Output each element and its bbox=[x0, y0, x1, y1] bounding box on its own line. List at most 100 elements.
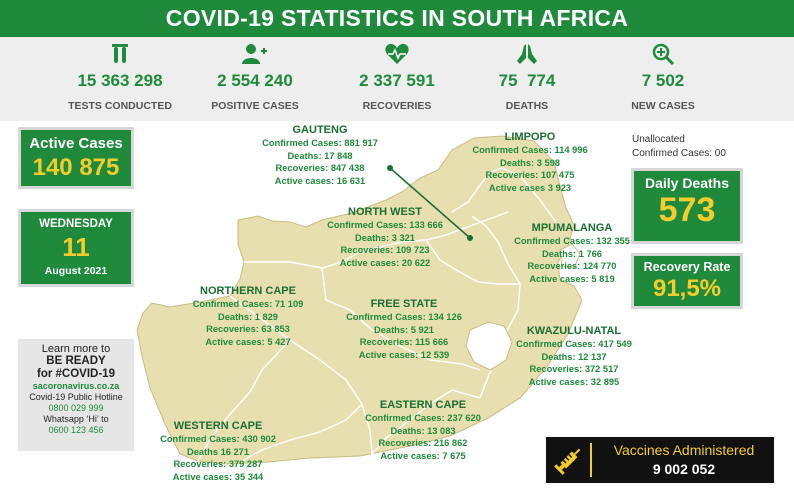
region-gauteng: GAUTENG Confirmed Cases: 881 917 Deaths:… bbox=[250, 124, 390, 187]
recovery-rate-value: 91,5% bbox=[652, 275, 722, 302]
region-limpopo: LIMPOPO Confirmed Cases: 114 996 Deaths:… bbox=[460, 131, 600, 194]
region-line: Confirmed Cases: 133 666 bbox=[327, 220, 443, 231]
region-line: Deaths: 5 921 bbox=[374, 324, 434, 335]
date-day: WEDNESDAY bbox=[39, 218, 113, 230]
date-box: WEDNESDAY 11 August 2021 bbox=[18, 209, 134, 287]
region-line: Active cases 3 923 bbox=[488, 182, 572, 193]
daily-deaths-value: 573 bbox=[658, 191, 716, 229]
region-line: Active cases: 16 631 bbox=[274, 175, 366, 186]
region-line: Active cases: 20 622 bbox=[339, 257, 431, 268]
hotline-label: Covid-19 Public Hotline bbox=[29, 392, 123, 402]
region-line: Deaths: 17 848 bbox=[287, 150, 353, 161]
region-line: Active cases: 5 427 bbox=[205, 336, 291, 347]
recovery-rate-box: Recovery Rate 91,5% bbox=[631, 253, 743, 309]
region-eastern-cape: EASTERN CAPE Confirmed Cases: 237 620 De… bbox=[353, 399, 493, 462]
stat-label: RECOVERIES bbox=[362, 100, 432, 112]
region-line: Deaths: 12 137 bbox=[541, 351, 607, 362]
region-north-west: NORTH WEST Confirmed Cases: 133 666 Deat… bbox=[315, 206, 455, 269]
region-northern-cape: NORTHERN CAPE Confirmed Cases: 71 109 De… bbox=[178, 285, 318, 348]
heart-pulse-icon bbox=[322, 39, 472, 69]
region-line: Recoveries: 115 666 bbox=[359, 337, 449, 348]
stat-label: NEW CASES bbox=[631, 100, 695, 112]
stat-value: 15 363 298 bbox=[77, 71, 163, 90]
region-line: Confirmed Cases: 430 902 bbox=[160, 434, 276, 445]
praying-hands-icon bbox=[452, 39, 602, 69]
date-month: August 2021 bbox=[44, 265, 108, 277]
region-kwazulu-natal: KWAZULU-NATAL Confirmed Cases: 417 549 D… bbox=[502, 325, 646, 388]
region-line: Recoveries: 847 438 bbox=[275, 163, 365, 174]
region-line: Deaths: 3 321 bbox=[355, 232, 415, 243]
region-name: MPUMALANGA bbox=[531, 222, 613, 234]
recovery-rate-label: Recovery Rate bbox=[643, 260, 731, 274]
region-line: Recoveries: 124 770 bbox=[527, 261, 617, 272]
divider bbox=[590, 443, 592, 477]
learn-line-3: for #COVID-19 bbox=[37, 368, 115, 380]
unallocated-line-2: Confirmed Cases: 00 bbox=[632, 148, 726, 159]
region-line: Confirmed Cases: 71 109 bbox=[192, 299, 304, 310]
lesotho-shape bbox=[465, 321, 513, 371]
region-line: Confirmed Cases: 114 996 bbox=[472, 145, 588, 156]
stat-value: 75 774 bbox=[498, 71, 556, 90]
syringe-icon bbox=[552, 443, 586, 477]
date-number: 11 bbox=[62, 232, 90, 262]
region-line: Recoveries: 216 862 bbox=[378, 438, 468, 449]
active-cases-box: Active Cases 140 875 bbox=[18, 127, 134, 189]
learn-line-2: BE READY bbox=[46, 355, 106, 367]
stats-bar: 15 363 298 TESTS CONDUCTED 2 554 240 POS… bbox=[0, 37, 794, 121]
unallocated-line-1: Unallocated bbox=[632, 134, 685, 145]
stat-deaths: 75 774 DEATHS bbox=[452, 37, 602, 112]
stat-label: TESTS CONDUCTED bbox=[68, 100, 172, 112]
region-name: WESTERN CAPE bbox=[173, 420, 263, 432]
region-line: Active cases: 7 675 bbox=[380, 450, 466, 461]
stat-value: 2 337 591 bbox=[359, 71, 435, 90]
region-line: Recoveries: 379 287 bbox=[173, 459, 263, 470]
gauteng-pointer-end bbox=[467, 235, 473, 241]
stat-label: DEATHS bbox=[505, 100, 549, 112]
vaccines-value: 9 002 052 bbox=[652, 461, 716, 477]
region-line: Active cases: 12 539 bbox=[358, 349, 450, 360]
stat-value: 7 502 bbox=[641, 71, 685, 90]
region-name: NORTHERN CAPE bbox=[200, 285, 296, 297]
region-line: Confirmed Cases: 417 549 bbox=[516, 339, 632, 350]
stat-label: POSITIVE CASES bbox=[211, 100, 299, 112]
region-name: EASTERN CAPE bbox=[379, 399, 467, 411]
gauteng-pointer-line bbox=[389, 167, 471, 239]
region-line: Recoveries: 107 475 bbox=[485, 170, 575, 181]
region-line: Active cases: 32 895 bbox=[528, 376, 620, 387]
region-line: Recoveries: 63 853 bbox=[206, 324, 290, 335]
region-line: Active cases: 5 819 bbox=[529, 273, 615, 284]
active-cases-value: 140 875 bbox=[32, 154, 120, 181]
region-name: GAUTENG bbox=[292, 124, 348, 136]
region-line: Recoveries: 109 723 bbox=[340, 245, 430, 256]
region-free-state: FREE STATE Confirmed Cases: 134 126 Deat… bbox=[334, 298, 474, 361]
daily-deaths-label: Daily Deaths bbox=[644, 175, 730, 191]
learn-more-box: Learn more to BE READY for #COVID-19 sac… bbox=[18, 339, 134, 451]
vaccines-label: Vaccines Administered bbox=[613, 442, 755, 458]
stat-recoveries: 2 337 591 RECOVERIES bbox=[322, 37, 472, 112]
active-cases-label: Active Cases bbox=[29, 135, 123, 152]
region-line: Confirmed Cases: 132 355 bbox=[514, 236, 630, 247]
unallocated-note: Unallocated Confirmed Cases: 00 bbox=[632, 133, 726, 161]
stat-value: 2 554 240 bbox=[217, 71, 293, 90]
gauteng-pointer-start bbox=[387, 165, 393, 171]
region-western-cape: WESTERN CAPE Confirmed Cases: 430 902 De… bbox=[148, 420, 288, 483]
daily-deaths-box: Daily Deaths 573 bbox=[631, 168, 743, 244]
magnifier-plus-icon bbox=[588, 39, 738, 69]
page-title: COVID-19 STATISTICS IN SOUTH AFRICA bbox=[0, 0, 794, 37]
test-tubes-icon bbox=[45, 39, 195, 69]
region-line: Confirmed Cases: 134 126 bbox=[346, 312, 462, 323]
website-link[interactable]: sacoronavirus.co.za bbox=[32, 381, 120, 391]
region-mpumalanga: MPUMALANGA Confirmed Cases: 132 355 Deat… bbox=[502, 222, 642, 285]
region-line: Deaths: 1 829 bbox=[218, 311, 278, 322]
hotline-number: 0800 029 999 bbox=[48, 403, 104, 413]
region-line: Deaths 16 271 bbox=[186, 446, 250, 457]
whatsapp-number: 0600 123 456 bbox=[48, 425, 104, 435]
stat-tests: 15 363 298 TESTS CONDUCTED bbox=[45, 37, 195, 112]
stat-new-cases: 7 502 NEW CASES bbox=[588, 37, 738, 112]
region-line: Active cases: 35 344 bbox=[172, 471, 264, 482]
learn-line-1: Learn more to bbox=[41, 343, 111, 355]
vaccines-box: Vaccines Administered 9 002 052 bbox=[546, 437, 774, 483]
region-line: Deaths: 1 766 bbox=[542, 248, 602, 259]
region-line: Confirmed Cases: 881 917 bbox=[262, 138, 378, 149]
